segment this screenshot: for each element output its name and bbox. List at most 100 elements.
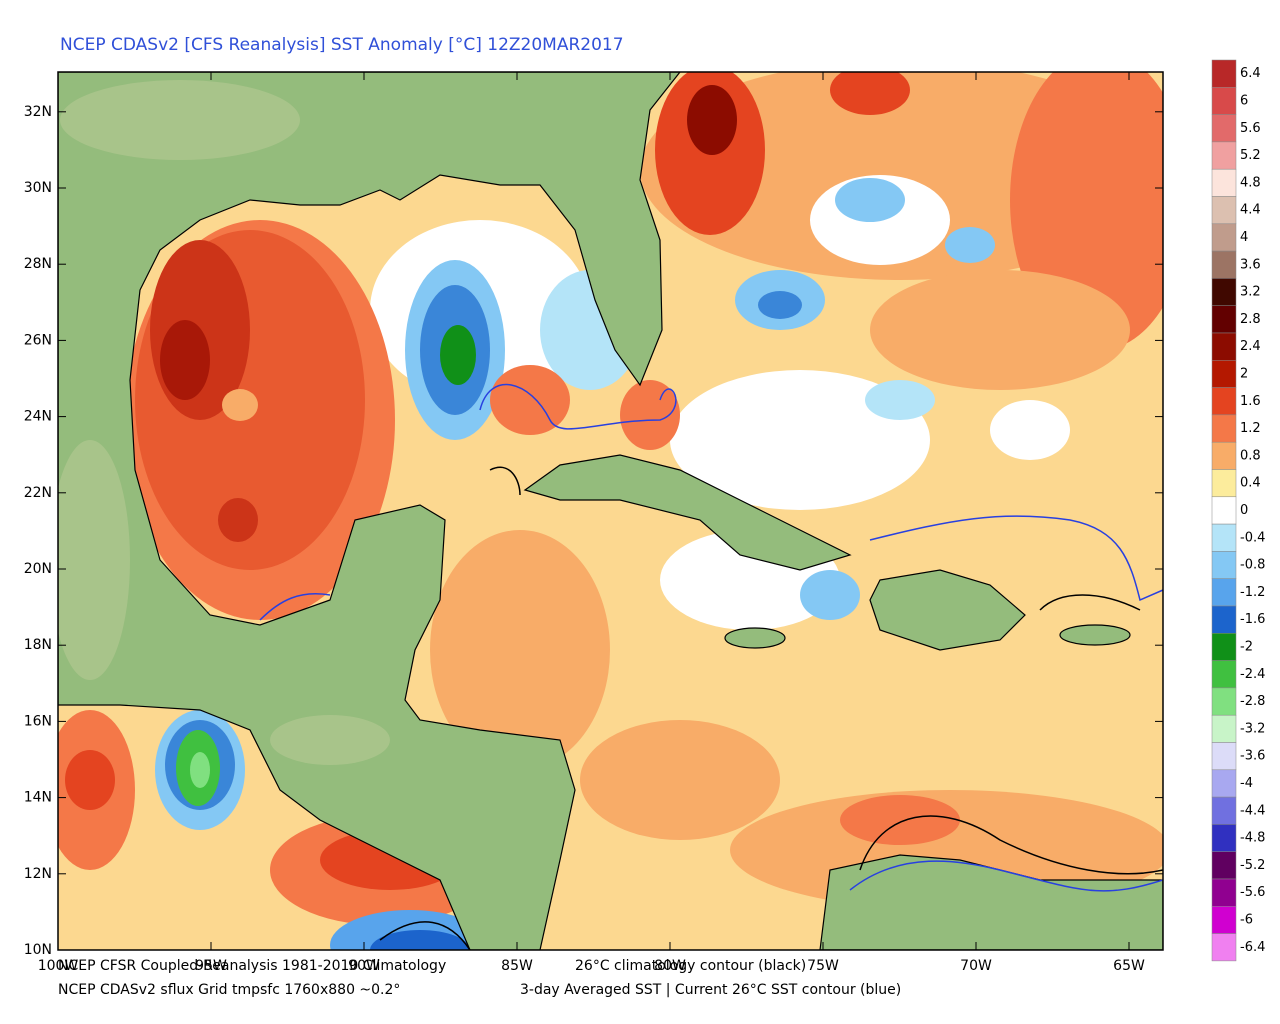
colorbar-swatch	[1211, 578, 1237, 607]
lon-label: 70W	[960, 958, 992, 974]
colorbar-label: 1.2	[1240, 421, 1261, 436]
colorbar-label: 4.4	[1240, 203, 1261, 218]
lon-label: 80W	[654, 958, 686, 974]
colorbar-swatch	[1211, 87, 1237, 115]
land	[58, 72, 1163, 950]
colorbar-label: -1.2	[1240, 585, 1265, 600]
colorbar-label: 2.4	[1240, 339, 1261, 354]
colorbar-swatch	[1211, 250, 1237, 279]
colorbar-label: -1.6	[1240, 612, 1265, 627]
colorbar-swatch	[1211, 414, 1237, 443]
colorbar-swatch	[1211, 851, 1237, 880]
colorbar-swatch	[1211, 168, 1237, 197]
lat-label: 20N	[24, 561, 52, 577]
colorbar-label: -3.6	[1240, 749, 1265, 764]
colorbar-label: -5.2	[1240, 858, 1265, 873]
footer-line2-left: NCEP CDASv2 sflux Grid tmpsfc 1760x880 ~…	[58, 982, 400, 998]
colorbar-label: -0.4	[1240, 530, 1265, 545]
colorbar-label: -2	[1240, 639, 1253, 654]
colorbar-label: 2.8	[1240, 312, 1261, 327]
colorbar-swatch	[1211, 687, 1237, 716]
colorbar: 6.4 6 5.6 5.2 4.8 4.4 4 3.6 3.2 2.8 2.4 2 1.6 1.2 0.8 0…	[1211, 59, 1265, 962]
map-frame	[57, 71, 1164, 951]
footer-line2-right: 3-day Averaged SST | Current 26°C SST co…	[520, 982, 901, 998]
lat-label: 16N	[24, 713, 52, 729]
lon-label: 100W	[38, 958, 79, 974]
colorbar-swatch	[1211, 196, 1237, 225]
colorbar-swatch	[1211, 469, 1237, 498]
colorbar-swatch	[1211, 360, 1237, 388]
colorbar-label: 1.6	[1240, 394, 1261, 409]
colorbar-swatch	[1211, 59, 1237, 88]
colorbar-swatch	[1211, 305, 1237, 334]
colorbar-swatch	[1211, 387, 1237, 416]
colorbar-swatch	[1211, 878, 1237, 907]
colorbar-swatch	[1211, 906, 1237, 934]
colorbar-swatch	[1211, 633, 1237, 661]
colorbar-swatch	[1211, 441, 1237, 470]
colorbar-label: -6.4	[1240, 940, 1265, 955]
colorbar-swatch	[1211, 769, 1237, 798]
colorbar-swatch	[1211, 551, 1237, 579]
colorbar-swatch	[1211, 332, 1237, 361]
terrain	[58, 80, 390, 765]
colorbar-label: -4.4	[1240, 803, 1265, 818]
colorbar-label: 3.6	[1240, 257, 1261, 272]
colorbar-swatch	[1211, 933, 1237, 962]
lon-label: 95W	[195, 958, 227, 974]
colorbar-swatch	[1211, 796, 1237, 825]
colorbar-label: 5.6	[1240, 121, 1261, 136]
title: NCEP CDASv2 [CFS Reanalysis] SST Anomaly…	[60, 35, 624, 55]
map	[58, 72, 1163, 950]
lat-label: 10N	[24, 942, 52, 958]
colorbar-swatch	[1211, 714, 1237, 743]
lon-label: 65W	[1113, 958, 1145, 974]
footer-line1-left: NCEP CFSR Coupled-Reanalysis 1981-2010 C…	[58, 958, 446, 974]
colorbar-label: -5.6	[1240, 885, 1265, 900]
colorbar-label: -0.8	[1240, 558, 1265, 573]
colorbar-swatch	[1211, 742, 1237, 771]
colorbar-swatch	[1211, 660, 1237, 689]
colorbar-label: 0.8	[1240, 448, 1261, 463]
colorbar-label: 2	[1240, 366, 1248, 381]
colorbar-label: 3.2	[1240, 285, 1261, 300]
colorbar-label: 4	[1240, 230, 1248, 245]
footer-line1-right: 26°C climatology contour (black)	[575, 958, 806, 974]
colorbar-label: -2.4	[1240, 667, 1265, 682]
lat-label: 24N	[24, 409, 52, 425]
axes: 10N 12N 14N 16N 18N 20N 22N 24N 26N 28N 30N 32N 100W…	[24, 72, 1163, 974]
lat-label: 18N	[24, 637, 52, 653]
colorbar-label: -4.8	[1240, 831, 1265, 846]
colorbar-label: 6.4	[1240, 66, 1261, 81]
colorbar-label: -4	[1240, 776, 1253, 791]
colorbar-swatch	[1211, 523, 1237, 552]
colorbar-label: 6	[1240, 93, 1248, 108]
colorbar-label: -6	[1240, 912, 1253, 927]
colorbar-label: 0.4	[1240, 476, 1261, 491]
lat-label: 28N	[24, 256, 52, 272]
lat-label: 26N	[24, 332, 52, 348]
colorbar-swatch	[1211, 114, 1237, 143]
colorbar-label: -3.2	[1240, 721, 1265, 736]
lon-label: 75W	[807, 958, 839, 974]
lat-label: 12N	[24, 866, 52, 882]
lat-label: 32N	[24, 104, 52, 120]
lon-label: 90W	[348, 958, 380, 974]
colorbar-swatch	[1211, 223, 1237, 252]
lat-label: 22N	[24, 485, 52, 501]
contours	[259, 383, 1163, 950]
colorbar-swatch	[1211, 141, 1237, 170]
lon-label: 85W	[501, 958, 533, 974]
colorbar-swatch	[1211, 496, 1237, 525]
colorbar-swatch	[1211, 824, 1237, 852]
colorbar-label: 4.8	[1240, 175, 1261, 190]
colorbar-label: 0	[1240, 503, 1248, 518]
lat-label: 30N	[24, 180, 52, 196]
colorbar-label: -2.8	[1240, 694, 1265, 709]
colorbar-swatch	[1211, 278, 1237, 306]
colorbar-swatch	[1211, 605, 1237, 634]
colorbar-label: 5.2	[1240, 148, 1261, 163]
lat-label: 14N	[24, 790, 52, 806]
